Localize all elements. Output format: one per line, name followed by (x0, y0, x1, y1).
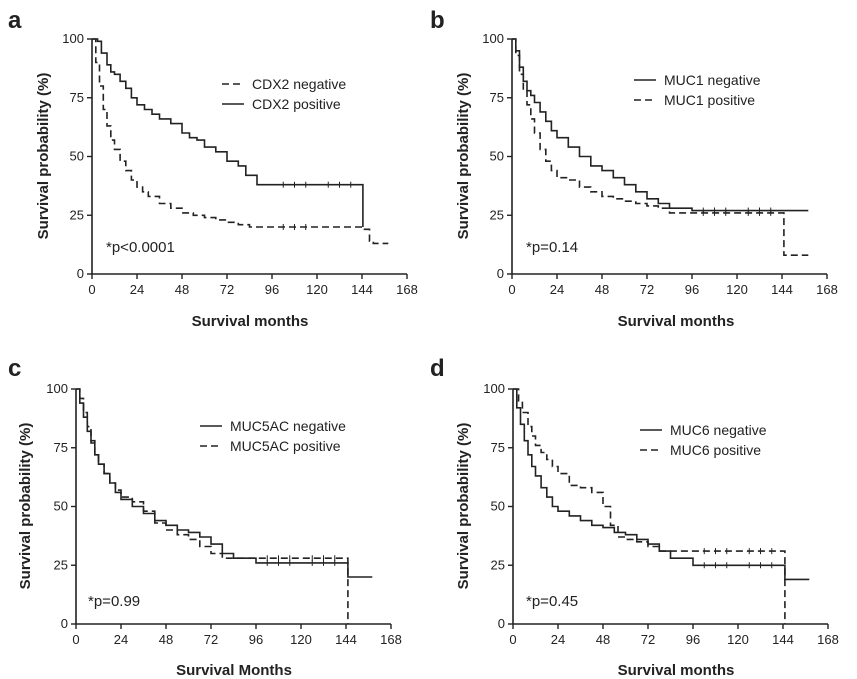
series-a-dashed-line (92, 38, 389, 245)
y-tick-label-b: 100 (482, 31, 504, 46)
legend-label-d: MUC6 positive (670, 442, 761, 458)
panel-letter-b: b (430, 7, 445, 34)
legend-label-a: CDX2 negative (252, 76, 346, 92)
x-tick-label-d: 120 (727, 632, 749, 647)
series-d-solid-line (513, 388, 810, 581)
y-tick-label-d: 0 (498, 616, 505, 631)
y-axis-title-a: Survival probability (%) (35, 73, 52, 240)
y-tick-label-d: 75 (491, 440, 505, 455)
x-tick-label-c: 96 (249, 632, 263, 647)
panel-letter-d: d (430, 355, 445, 382)
x-tick-label-c: 168 (380, 632, 402, 647)
x-tick-label-a: 24 (130, 282, 144, 297)
legend-label-b: MUC1 negative (664, 72, 761, 88)
x-tick-label-d: 96 (686, 632, 700, 647)
x-tick-label-a: 96 (265, 282, 279, 297)
x-tick-label-c: 120 (290, 632, 312, 647)
y-tick-label-c: 100 (46, 381, 68, 396)
x-tick-label-b: 0 (508, 282, 515, 297)
x-axis-title-a: Survival months (192, 313, 309, 330)
panel-d: d Survival probability (%) Survival mont… (430, 355, 839, 679)
y-tick-label-a: 100 (62, 31, 84, 46)
x-tick-label-b: 96 (685, 282, 699, 297)
y-axis-title-b: Survival probability (%) (455, 73, 472, 240)
x-tick-label-b: 168 (816, 282, 838, 297)
y-tick-label-c: 75 (54, 440, 68, 455)
x-tick-label-a: 48 (175, 282, 189, 297)
legend-label-c: MUC5AC positive (230, 438, 341, 454)
panel-c: c Survival probability (%) Survival Mont… (8, 355, 402, 679)
x-tick-label-d: 72 (641, 632, 655, 647)
y-tick-label-b: 0 (497, 266, 504, 281)
p-value-annotation-b: *p=0.14 (526, 239, 578, 256)
x-tick-label-d: 168 (817, 632, 839, 647)
x-tick-label-c: 72 (204, 632, 218, 647)
y-tick-label-a: 75 (70, 90, 84, 105)
y-tick-label-b: 25 (490, 207, 504, 222)
x-tick-label-b: 48 (595, 282, 609, 297)
x-tick-label-c: 48 (159, 632, 173, 647)
y-tick-label-a: 0 (77, 266, 84, 281)
x-tick-label-c: 144 (335, 632, 357, 647)
series-d-dashed-line (513, 388, 786, 624)
p-value-annotation-a: *p<0.0001 (106, 239, 175, 256)
p-value-annotation-d: *p=0.45 (526, 593, 578, 610)
legend-d: MUC6 negative MUC6 positive (640, 422, 767, 458)
panel-letter-c: c (8, 355, 21, 382)
x-tick-label-c: 0 (72, 632, 79, 647)
legend-b: MUC1 negative MUC1 positive (634, 72, 761, 108)
y-tick-label-b: 50 (490, 149, 504, 164)
x-tick-label-b: 24 (550, 282, 564, 297)
y-tick-label-b: 75 (490, 90, 504, 105)
y-axis-title-d: Survival probability (%) (455, 423, 472, 590)
legend-label-d: MUC6 negative (670, 422, 767, 438)
x-tick-label-b: 144 (771, 282, 793, 297)
x-tick-label-d: 0 (509, 632, 516, 647)
y-axis-title-c: Survival probability (%) (17, 423, 34, 590)
legend-label-c: MUC5AC negative (230, 418, 346, 434)
legend-c: MUC5AC negative MUC5AC positive (200, 418, 346, 454)
y-tick-label-a: 50 (70, 149, 84, 164)
series-c-dashed-line (76, 388, 349, 624)
x-axis-title-c: Survival Months (176, 662, 292, 679)
series-b-solid-line (512, 38, 809, 212)
x-tick-label-b: 72 (640, 282, 654, 297)
panel-letter-a: a (8, 7, 22, 34)
x-tick-label-c: 24 (114, 632, 128, 647)
x-tick-label-a: 120 (306, 282, 328, 297)
x-tick-label-b: 120 (726, 282, 748, 297)
legend-label-b: MUC1 positive (664, 92, 755, 108)
y-tick-label-c: 50 (54, 499, 68, 514)
y-tick-label-d: 25 (491, 557, 505, 572)
x-tick-label-d: 144 (772, 632, 794, 647)
x-axis-title-b: Survival months (618, 313, 735, 330)
x-tick-label-d: 48 (596, 632, 610, 647)
legend-a: CDX2 negative CDX2 positive (222, 76, 346, 112)
legend-label-a: CDX2 positive (252, 96, 341, 112)
y-tick-label-d: 50 (491, 499, 505, 514)
x-tick-label-d: 24 (551, 632, 565, 647)
panel-a: a Survival probability (%) Survival mont… (8, 7, 418, 330)
series-a-solid-line (92, 38, 364, 227)
x-tick-label-a: 0 (88, 282, 95, 297)
series-b-dashed-line (512, 38, 809, 256)
x-tick-label-a: 144 (351, 282, 373, 297)
x-axis-title-d: Survival months (618, 662, 735, 679)
y-tick-label-a: 25 (70, 207, 84, 222)
p-value-annotation-c: *p=0.99 (88, 593, 140, 610)
x-tick-label-a: 72 (220, 282, 234, 297)
y-tick-label-d: 100 (483, 381, 505, 396)
y-tick-label-c: 25 (54, 557, 68, 572)
x-tick-label-a: 168 (396, 282, 418, 297)
panel-b: b Survival probability (%) Survival mont… (430, 7, 838, 330)
y-tick-label-c: 0 (61, 616, 68, 631)
